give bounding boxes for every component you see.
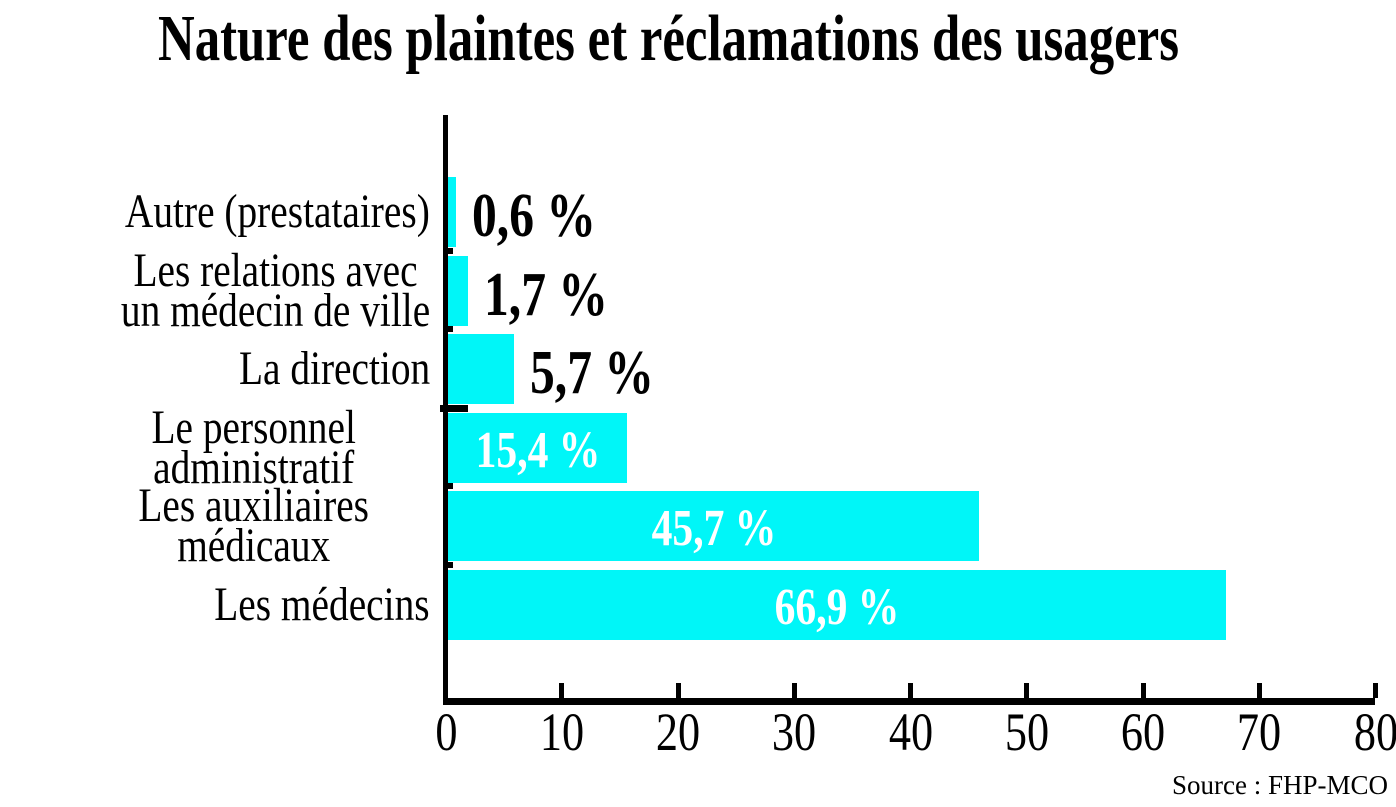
category-tick (443, 248, 453, 254)
x-tick-label: 30 (724, 704, 864, 760)
bar-value-label: 0,6 % (472, 177, 627, 250)
bar (448, 256, 468, 326)
bar-value-text: 45,7 % (651, 500, 776, 557)
bar-value-label: 1,7 % (484, 256, 639, 329)
x-tick-text: 80 (1353, 702, 1396, 762)
bar-value-text: 66,9 % (774, 579, 900, 636)
x-tick (1257, 683, 1262, 698)
chart-title: Nature des plaintes et réclamations des … (158, 2, 1180, 75)
x-tick (676, 683, 681, 698)
category-tick (443, 326, 453, 332)
bar-category-text: Les auxiliaires médicaux (138, 479, 369, 572)
bar-category-label: Les relations avec un médecin de ville (53, 247, 430, 335)
bar-value-text: 1,7 % (484, 261, 608, 329)
bar-value-label: 15,4 % (448, 413, 627, 483)
x-tick-label: 80 (1306, 704, 1396, 760)
x-tick (559, 683, 564, 698)
bar-category-text: Le personnel administratif (151, 401, 356, 494)
x-tick-label: 20 (608, 704, 748, 760)
x-tick-label: 0 (376, 704, 516, 760)
x-axis (443, 698, 1375, 705)
bar-value-label: 66,9 % (448, 570, 1226, 640)
bar-category-text: Les relations avec un médecin de ville (120, 244, 430, 337)
bar-category-label: Les auxiliaires médicaux (0, 482, 430, 570)
category-tick (443, 562, 453, 568)
bar-value-text: 0,6 % (472, 182, 596, 250)
x-tick-text: 30 (771, 702, 817, 762)
x-tick-label: 10 (492, 704, 632, 760)
x-tick-text: 10 (539, 702, 585, 762)
x-tick (792, 683, 797, 698)
bar-category-label: Le personnel administratif (0, 404, 430, 492)
bar-category-label: Autre (prestataires) (58, 177, 430, 247)
bar-value-label: 45,7 % (448, 491, 979, 561)
x-tick (1141, 683, 1146, 698)
bar-value-text: 15,4 % (475, 422, 600, 479)
x-tick-text: 0 (434, 702, 458, 762)
bar (448, 334, 514, 404)
x-tick-label: 60 (1073, 704, 1213, 760)
x-tick-text: 60 (1120, 702, 1166, 762)
x-tick-label: 40 (841, 704, 981, 760)
category-tick (443, 483, 453, 489)
source-note: Source : FHP-MCO (1171, 770, 1388, 800)
x-tick-label: 50 (957, 704, 1097, 760)
x-tick-text: 20 (655, 702, 701, 762)
bar (448, 570, 1226, 640)
x-tick-text: 70 (1236, 702, 1282, 762)
x-tick-label: 70 (1189, 704, 1329, 760)
bar-category-text: La direction (238, 342, 430, 395)
x-tick-text: 40 (888, 702, 934, 762)
x-tick (1024, 683, 1029, 698)
x-tick (908, 683, 913, 698)
x-tick (1373, 683, 1378, 698)
category-tick (440, 405, 468, 412)
bar-value-text: 5,7 % (530, 339, 654, 407)
x-tick-text: 50 (1004, 702, 1050, 762)
bar-value-label: 5,7 % (530, 334, 685, 407)
bar (448, 177, 456, 247)
bar-category-text: Les médecins (214, 578, 430, 631)
bar (448, 413, 627, 483)
bar-category-text: Autre (prestataires) (125, 185, 430, 238)
bar-category-label: La direction (197, 334, 430, 404)
bar-category-label: Les médecins (167, 570, 430, 640)
bar (448, 491, 979, 561)
